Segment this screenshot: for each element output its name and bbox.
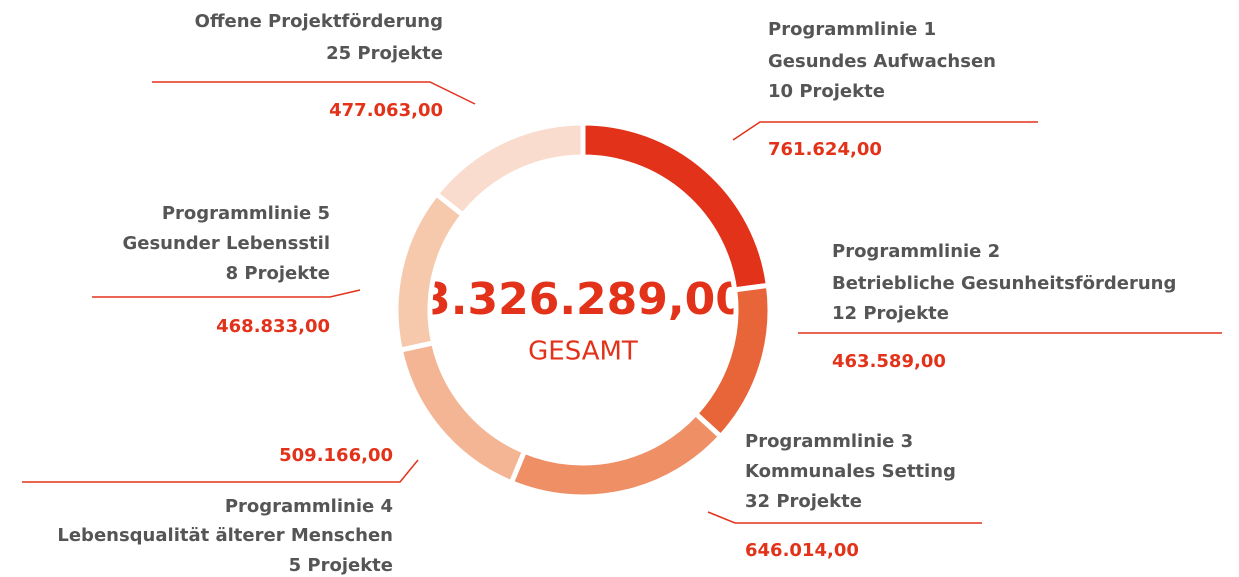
segment-label: 12 Projekte xyxy=(832,303,949,324)
segment-label: 25 Projekte xyxy=(326,43,443,64)
value-label: 468.833,00 xyxy=(216,316,330,337)
segment-label: 5 Projekte xyxy=(289,555,393,576)
value-label: 477.063,00 xyxy=(329,100,443,121)
value-label: 761.624,00 xyxy=(768,139,882,160)
donut-segment xyxy=(432,120,586,219)
value-label: 509.166,00 xyxy=(279,445,393,466)
segment-label: Gesundes Aufwachsen xyxy=(768,51,996,72)
segment-label: Betriebliche Gesunheitsförderung xyxy=(832,273,1176,294)
segment-label: Offene Projektförderung xyxy=(195,11,443,32)
center-total: 3.326.289,00 xyxy=(420,274,746,325)
segment-label: Lebensqualität älterer Menschen xyxy=(57,525,393,546)
leader-line xyxy=(152,81,476,105)
segment-label: Programmlinie 2 xyxy=(832,241,1000,262)
center-subtitle: GESAMT xyxy=(528,337,638,367)
value-label: 646.014,00 xyxy=(745,540,859,561)
donut-segment xyxy=(393,190,467,354)
segment-label: Kommunales Setting xyxy=(745,461,956,482)
segment-label: Programmlinie 3 xyxy=(745,431,913,452)
segment-label: Programmlinie 5 xyxy=(162,203,330,224)
segment-label: 8 Projekte xyxy=(226,263,330,284)
segment-label: Programmlinie 4 xyxy=(225,496,393,517)
segment-label: 10 Projekte xyxy=(768,81,885,102)
segment-label: Programmlinie 1 xyxy=(768,19,936,40)
segment-label: Gesunder Lebensstil xyxy=(122,233,330,254)
leader-line xyxy=(732,121,1038,141)
donut-segment xyxy=(508,410,725,500)
leader-line xyxy=(92,289,361,298)
value-label: 463.589,00 xyxy=(832,351,946,372)
leader-line xyxy=(22,459,419,483)
donut-segment xyxy=(580,120,772,293)
segment-label: 32 Projekte xyxy=(745,491,862,512)
leader-line xyxy=(707,511,982,524)
donut-segment xyxy=(397,339,528,487)
